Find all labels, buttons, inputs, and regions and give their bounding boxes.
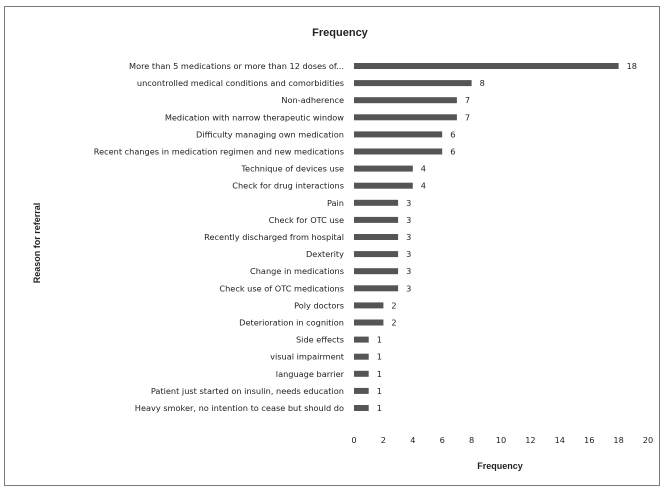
bar	[354, 199, 399, 206]
bar	[354, 387, 369, 394]
x-tick-label: 18	[613, 435, 623, 445]
category-label: Patient just started on insulin, needs e…	[151, 386, 344, 396]
category-label: Dexterity	[306, 249, 344, 259]
data-label: 3	[406, 266, 411, 276]
data-label: 6	[450, 147, 455, 157]
data-label: 4	[421, 164, 426, 174]
bar	[354, 319, 384, 326]
x-tick-label: 0	[351, 435, 356, 445]
x-tick-label: 2	[381, 435, 386, 445]
category-label: Technique of devices use	[240, 164, 344, 174]
data-label: 1	[377, 403, 382, 413]
category-label: Non-adherence	[281, 95, 344, 105]
bar	[354, 405, 369, 411]
bar	[354, 251, 399, 258]
bar	[354, 165, 413, 172]
y-axis-title: Reason for referral	[32, 203, 42, 284]
data-label: 7	[465, 95, 470, 105]
bar	[354, 216, 399, 223]
x-axis-title: Frequency	[477, 461, 523, 471]
bar	[354, 353, 369, 360]
category-label: Check for drug interactions	[232, 181, 344, 191]
bar	[354, 63, 619, 69]
bar	[354, 336, 369, 343]
category-label: Change in medications	[250, 266, 344, 276]
category-label: language barrier	[276, 369, 345, 379]
bar	[354, 114, 457, 121]
category-label: Recent changes in medication regimen and…	[94, 147, 344, 157]
data-label: 8	[480, 78, 485, 88]
x-tick-label: 16	[584, 435, 594, 445]
category-label: Side effects	[296, 335, 344, 345]
data-label: 3	[406, 249, 411, 259]
data-label: 2	[391, 300, 396, 310]
data-label: 7	[465, 112, 470, 122]
chart-title: Frequency	[312, 27, 369, 39]
bar	[354, 370, 369, 377]
data-label: 1	[377, 352, 382, 362]
bar	[354, 234, 399, 240]
data-label: 18	[627, 61, 637, 71]
data-label: 3	[406, 232, 411, 242]
bar	[354, 131, 443, 138]
data-label: 3	[406, 198, 411, 208]
x-tick-label: 14	[555, 435, 565, 445]
data-label: 1	[377, 369, 382, 379]
x-tick-label: 4	[410, 435, 415, 445]
data-label: 3	[406, 283, 411, 293]
category-label: Deterioration in cognition	[239, 318, 344, 328]
category-label: Check use of OTC medications	[219, 283, 344, 293]
x-tick-label: 6	[440, 435, 445, 445]
bar	[354, 285, 399, 292]
bar	[354, 302, 384, 309]
category-label: More than 5 medications or more than 12 …	[129, 61, 344, 71]
x-tick-label: 8	[469, 435, 474, 445]
category-label: visual impairment	[270, 352, 345, 362]
category-label: Difficulty managing own medication	[196, 129, 344, 139]
category-label: Heavy smoker, no intention to cease but …	[135, 403, 344, 413]
data-label: 6	[450, 129, 455, 139]
x-tick-label: 10	[496, 435, 506, 445]
data-label: 2	[391, 318, 396, 328]
category-label: Poly doctors	[294, 300, 344, 310]
bar	[354, 182, 413, 189]
chart-frame	[4, 6, 660, 486]
category-label: Pain	[327, 198, 344, 208]
data-label: 4	[421, 181, 426, 191]
category-label: uncontrolled medical conditions and como…	[137, 78, 344, 88]
bar	[354, 268, 399, 275]
bar	[354, 97, 457, 104]
bar	[354, 148, 443, 155]
bar	[354, 80, 472, 87]
data-label: 1	[377, 335, 382, 345]
x-tick-label: 12	[525, 435, 535, 445]
data-label: 3	[406, 215, 411, 225]
category-label: Check for OTC use	[269, 215, 344, 225]
data-label: 1	[377, 386, 382, 396]
category-label: Recently discharged from hospital	[204, 232, 344, 242]
category-label: Medication with narrow therapeutic windo…	[165, 112, 344, 122]
x-tick-label: 20	[643, 435, 653, 445]
